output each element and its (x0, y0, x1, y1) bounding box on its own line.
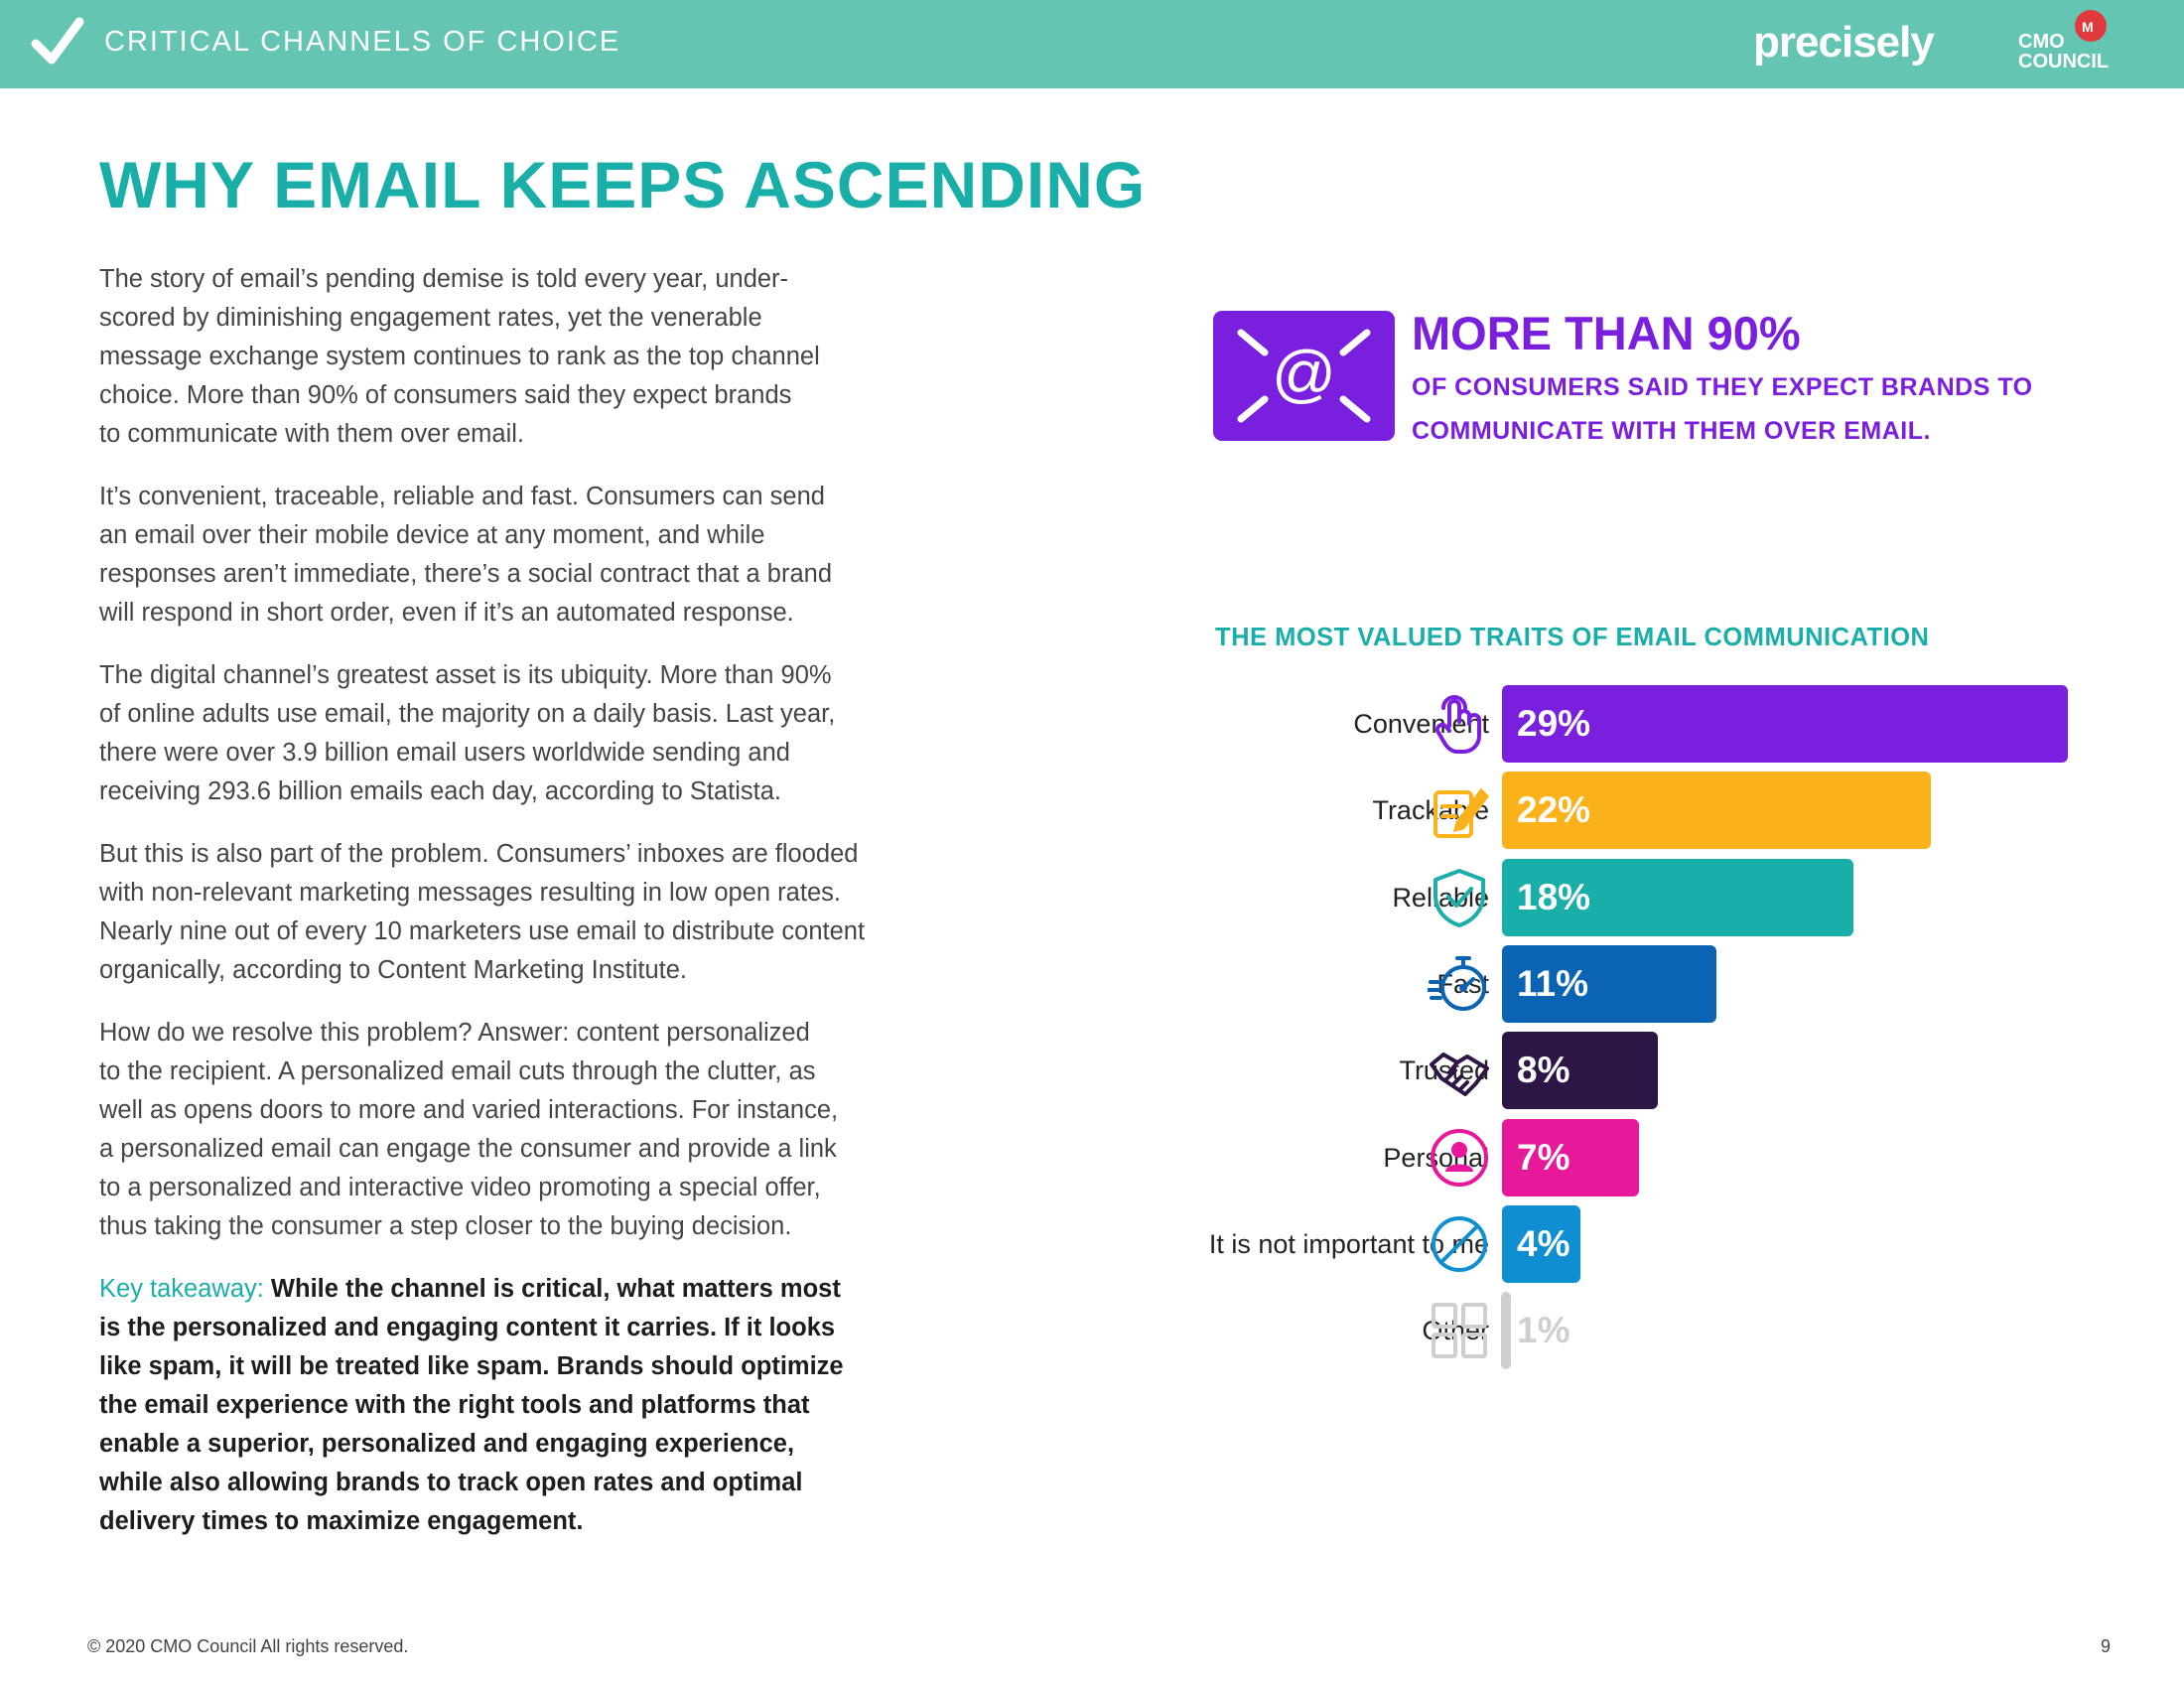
chart-title: THE MOST VALUED TRAITS OF EMAIL COMMUNIC… (1215, 624, 1930, 651)
bar-value-label: 8% (1517, 1050, 1570, 1091)
bar-value-label: 4% (1517, 1222, 1570, 1264)
callout-subtext: OF CONSUMERS SAID THEY EXPECT BRANDS TO … (1412, 373, 2033, 445)
bar (1502, 685, 2068, 763)
key-takeaway: Key takeaway: While the channel is criti… (99, 1270, 953, 1541)
email-at-icon: @ (1237, 329, 1371, 423)
cmo-council-logo-icon: M (2075, 10, 2107, 42)
svg-text:@: @ (1272, 338, 1336, 409)
bar-value-label: 1% (1517, 1310, 1570, 1351)
chart-row: Fast 11% (1072, 944, 2164, 1023)
edit-document-icon (1433, 788, 1489, 839)
handshake-icon (1430, 1053, 1489, 1097)
grid-icon (1432, 1303, 1487, 1359)
key-takeaway-label: Key takeaway: (99, 1275, 264, 1303)
svg-text:M: M (2082, 19, 2094, 35)
body-paragraph: The digital channel’s greatest asset is … (99, 661, 836, 805)
footer-copyright: © 2020 CMO Council All rights reserved. (87, 1636, 409, 1656)
chart-row: Personal 7% (1072, 1118, 2164, 1196)
chart-row: Reliable 18% (1072, 858, 2164, 936)
key-takeaway-text: While the channel is critical, what matt… (99, 1275, 844, 1535)
body-paragraph: It’s convenient, traceable, reliable and… (99, 483, 833, 627)
callout-headline: MORE THAN 90% (1412, 307, 1801, 359)
body-text: The story of email’s pending demise is t… (99, 260, 953, 1541)
bar-value-label: 22% (1517, 789, 1591, 831)
bar-category-label: It is not important to me (1208, 1228, 1489, 1259)
header-bar: CRITICAL CHANNELS OF CHOICE precisely M … (0, 0, 2184, 88)
traits-bar-chart: Convenient 29% Trackable 22% Reliable 18% Fast… (1072, 685, 2164, 1400)
body-paragraph: But this is also part of the problem. Co… (99, 840, 866, 984)
chart-row: Trackable 22% (1072, 772, 2164, 850)
chart-row: It is not important to me 4% (1072, 1204, 2164, 1283)
shield-check-icon (1433, 868, 1485, 927)
chart-row: Convenient 29% (1072, 685, 2164, 763)
bar-value-label: 18% (1517, 876, 1591, 917)
bar (1502, 772, 1932, 850)
bar-value-label: 11% (1517, 962, 1589, 1004)
bar (1502, 1032, 1659, 1110)
section-title: CRITICAL CHANNELS OF CHOICE (104, 26, 621, 58)
bar-category-label: Reliable (1392, 882, 1489, 913)
stopwatch-icon (1428, 955, 1486, 1011)
chart-row: Other 1% (1072, 1292, 2164, 1370)
checkmark-icon (31, 17, 84, 65)
bar (1502, 944, 1717, 1023)
page-title: WHY EMAIL KEEPS ASCENDING (99, 148, 1147, 221)
body-paragraph: How do we resolve this problem? Answer: … (99, 1019, 839, 1240)
not-allowed-icon (1432, 1215, 1487, 1272)
bar-value-label: 29% (1517, 703, 1591, 744)
email-callout-box: @ (1213, 311, 1395, 441)
person-icon (1431, 1128, 1488, 1187)
touch-icon (1434, 695, 1481, 754)
bar (1502, 1204, 1580, 1283)
page-number: 9 (2101, 1636, 2112, 1656)
precisely-logo: precisely (1753, 18, 1935, 67)
bar (1501, 1292, 1511, 1370)
bar (1502, 858, 1853, 936)
body-paragraph: The story of email’s pending demise is t… (99, 265, 820, 448)
bar (1502, 1118, 1639, 1196)
bar-category-label: Convenient (1353, 709, 1489, 739)
cmo-council-logo-text: CMO COUNCIL (2018, 31, 2110, 72)
chart-row: Trusted 8% (1072, 1032, 2164, 1110)
bar-value-label: 7% (1517, 1136, 1570, 1178)
